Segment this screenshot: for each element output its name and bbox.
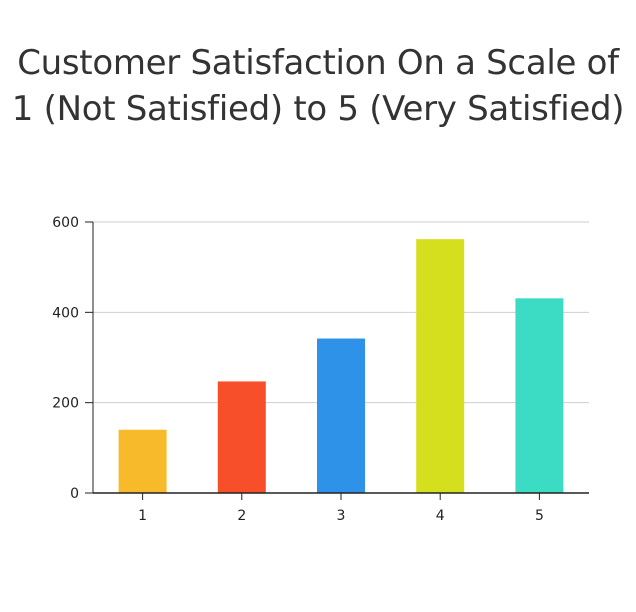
- bar-2: [217, 381, 266, 493]
- x-tick-labels: 1 2 3 4 5: [138, 493, 544, 524]
- bar-5: [515, 298, 564, 493]
- bar-1: [118, 429, 167, 493]
- chart-title: Customer Satisfaction On a Scale of 1 (N…: [0, 40, 636, 132]
- chart-title-line-2: 1 (Not Satisfied) to 5 (Very Satisfied): [11, 89, 625, 129]
- bar-3: [317, 338, 365, 493]
- chart-title-line-1: Customer Satisfaction On a Scale of: [17, 43, 619, 83]
- y-tick-label: 600: [52, 215, 79, 231]
- x-tick-label: 2: [237, 508, 246, 524]
- x-tick-label: 3: [337, 508, 346, 524]
- x-tick-label: 4: [436, 508, 445, 524]
- bars: [118, 239, 564, 493]
- y-tick-label: 0: [70, 486, 79, 502]
- x-tick-label: 1: [138, 508, 147, 524]
- y-tick-labels: 0 200 400 600: [52, 215, 93, 502]
- bar-4: [416, 239, 465, 493]
- y-tick-label: 400: [52, 305, 79, 321]
- y-tick-label: 200: [52, 396, 79, 412]
- x-tick-label: 5: [535, 508, 544, 524]
